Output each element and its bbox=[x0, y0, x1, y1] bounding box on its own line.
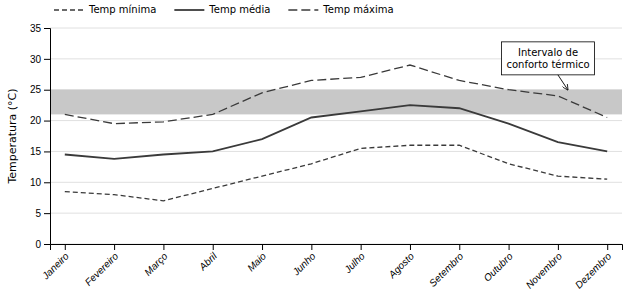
x-tick-label: Agosto bbox=[386, 250, 417, 281]
y-tick: 20 bbox=[30, 115, 50, 126]
x-tick-mark bbox=[558, 244, 559, 250]
y-tick: 0 bbox=[35, 239, 50, 250]
y-tick: 30 bbox=[30, 54, 50, 65]
x-tick-mark bbox=[410, 244, 411, 250]
legend-label: Temp mínima bbox=[88, 4, 156, 15]
x-tick: Janeiro bbox=[39, 244, 71, 282]
x-tick: Agosto bbox=[386, 244, 417, 281]
x-axis-line bbox=[51, 245, 623, 251]
y-axis: 0 5 10 15 20 25 30 35 bbox=[30, 23, 51, 250]
y-tick-mark bbox=[44, 213, 50, 214]
x-tick-mark bbox=[262, 244, 263, 250]
legend-item: Temp média bbox=[174, 4, 270, 15]
x-tick: Abril bbox=[196, 244, 219, 273]
x-tick-mark bbox=[607, 244, 608, 250]
x-tick-mark bbox=[65, 244, 66, 250]
x-tick: Fevereiro bbox=[83, 244, 121, 288]
legend-swatch bbox=[288, 9, 318, 10]
x-tick-label: Junho bbox=[290, 250, 318, 278]
x-tick-label: Julho bbox=[341, 250, 367, 276]
y-tick-label: 25 bbox=[30, 84, 42, 95]
x-tick: Novembro bbox=[524, 244, 565, 291]
series-line bbox=[65, 145, 607, 201]
x-tick-mark bbox=[311, 244, 312, 250]
x-tick: Setembro bbox=[427, 244, 466, 289]
x-tick: Junho bbox=[290, 244, 318, 278]
legend-item: Temp mínima bbox=[54, 4, 156, 15]
x-tick-label: Dezembro bbox=[573, 250, 614, 291]
y-tick: 15 bbox=[30, 146, 50, 157]
grid-line bbox=[50, 120, 622, 121]
grid-line bbox=[50, 151, 622, 152]
grid-line bbox=[50, 28, 622, 29]
y-tick: 35 bbox=[30, 23, 50, 34]
y-tick-mark bbox=[44, 151, 50, 152]
y-axis-line bbox=[44, 29, 51, 245]
legend-swatch bbox=[174, 9, 204, 11]
x-tick-mark bbox=[114, 244, 115, 250]
y-tick-label: 30 bbox=[30, 54, 42, 65]
y-tick-label: 10 bbox=[30, 177, 42, 188]
x-tick-label: Fevereiro bbox=[83, 250, 121, 288]
legend-label: Temp média bbox=[208, 4, 270, 15]
y-tick-mark bbox=[44, 121, 50, 122]
chart: 0 5 10 15 20 25 30 35 Janeiro Fevereiro Março Abril… bbox=[0, 0, 636, 304]
y-tick-label: 5 bbox=[35, 208, 41, 219]
x-tick: Maio bbox=[245, 244, 268, 273]
legend-swatch bbox=[54, 9, 84, 10]
annotation: Intervalo deconforto térmico bbox=[501, 42, 594, 90]
y-tick-label: 20 bbox=[30, 115, 42, 126]
annotation-box bbox=[501, 42, 594, 75]
y-axis-title: Temperatura (°C) bbox=[6, 88, 19, 184]
x-tick-mark bbox=[213, 244, 214, 250]
y-tick-mark bbox=[44, 59, 50, 60]
y-tick-label: 0 bbox=[35, 239, 41, 250]
annotation-text: Intervalo deconforto térmico bbox=[506, 47, 589, 70]
x-tick-mark bbox=[163, 244, 164, 250]
x-tick-label: Novembro bbox=[524, 250, 565, 291]
y-tick: 5 bbox=[35, 208, 50, 219]
y-tick: 25 bbox=[30, 84, 50, 95]
x-axis: Janeiro Fevereiro Março Abril Maio Junho Julho… bbox=[39, 244, 622, 291]
y-tick: 10 bbox=[30, 177, 50, 188]
x-tick: Julho bbox=[341, 244, 367, 276]
x-tick: Outubro bbox=[481, 244, 515, 284]
plot: 0 5 10 15 20 25 30 35 Janeiro Fevereiro Março Abril… bbox=[30, 23, 623, 291]
y-tick-label: 15 bbox=[30, 146, 42, 157]
x-tick-mark bbox=[459, 244, 460, 250]
grid-line bbox=[50, 182, 622, 183]
marks bbox=[50, 65, 622, 201]
legend: Temp mínima Temp média Temp máxima bbox=[54, 4, 394, 15]
x-tick-label: Maio bbox=[245, 250, 268, 273]
legend-label: Temp máxima bbox=[322, 4, 393, 15]
x-tick-label: Janeiro bbox=[39, 250, 71, 282]
x-tick: Dezembro bbox=[573, 244, 614, 291]
y-tick-mark bbox=[44, 182, 50, 183]
x-tick: Março bbox=[142, 244, 170, 278]
x-tick-label: Abril bbox=[196, 250, 219, 273]
legend-item: Temp máxima bbox=[288, 4, 393, 15]
y-tick-mark bbox=[44, 90, 50, 91]
x-tick-label: Outubro bbox=[481, 250, 515, 284]
grid bbox=[50, 28, 622, 244]
y-tick-mark bbox=[44, 244, 50, 245]
series-line bbox=[65, 105, 607, 159]
x-tick-mark bbox=[509, 244, 510, 250]
annotation-arrow bbox=[558, 75, 568, 90]
grid-line bbox=[50, 213, 622, 214]
y-tick-mark bbox=[44, 28, 50, 29]
y-tick-label: 35 bbox=[30, 23, 42, 34]
x-tick-label: Março bbox=[142, 250, 170, 278]
x-tick-label: Setembro bbox=[427, 250, 466, 289]
x-tick-mark bbox=[361, 244, 362, 250]
